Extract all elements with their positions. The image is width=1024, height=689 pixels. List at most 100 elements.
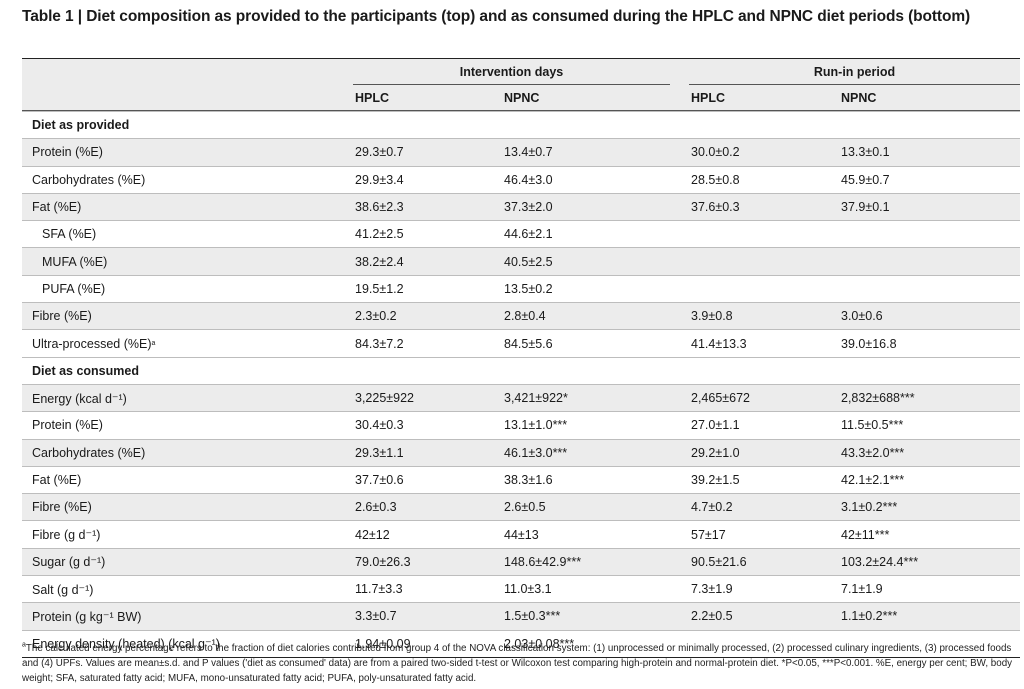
table-cell: 38.2±2.4 [355, 254, 404, 269]
row-label: Protein (%E) [32, 139, 103, 165]
row-label-text: Fibre (%E) [32, 500, 92, 515]
table-body: Diet as provided Protein (%E) 29.3±0.7 13.4… [22, 111, 1020, 658]
table-row: Sugar (g d⁻¹) 79.0±26.3 148.6±42.9*** 90.5±… [22, 547, 1020, 576]
row-label: Carbohydrates (%E) [32, 440, 145, 466]
row-label-text: Energy density (heated) (kcal g⁻¹) [32, 637, 220, 652]
table-cell: 13.5±0.2 [504, 281, 553, 296]
row-label-text: Energy (kcal d⁻¹) [32, 391, 127, 406]
table-cell: 3,421±922* [504, 391, 568, 406]
row-label: Fat (%E) [32, 467, 81, 493]
table-cell: 7.3±1.9 [691, 582, 733, 597]
footnote-marker: a [22, 641, 26, 649]
row-label-text: Fat (%E) [32, 473, 82, 487]
table-cell: 29.2±1.0 [691, 445, 740, 460]
row-label: Energy density (heated) (kcal g⁻¹) [32, 631, 220, 657]
row-label: Carbohydrates (%E) [32, 167, 145, 193]
table-row: Fat (%E) 37.7±0.6 38.3±1.6 39.2±1.5 42.1±2.1… [22, 465, 1020, 493]
footnote-text: The calculated energy percentage refers … [22, 643, 1013, 684]
group-header-intervention-days: Intervention days [459, 65, 564, 79]
section-label: Diet as consumed [32, 363, 139, 378]
table-cell: 4.7±0.2 [691, 500, 733, 515]
row-label: Salt (g d⁻¹) [32, 576, 93, 602]
table-row: MUFA (%E) 38.2±2.4 40.5±2.5 [22, 247, 1020, 275]
table-cell: 103.2±24.4*** [841, 554, 919, 569]
group-rule [353, 84, 670, 85]
column-header-hplc-intervention: HPLC [355, 90, 390, 105]
table-cell: 2.2±0.5 [691, 609, 733, 624]
table-row: Fat (%E) 38.6±2.3 37.3±2.0 37.6±0.3 37.9±0.1 [22, 192, 1020, 221]
row-label: MUFA (%E) [42, 248, 107, 274]
row-label: Fat (%E) [32, 194, 81, 220]
group-rule [689, 84, 1020, 85]
table-cell: 41.2±2.5 [355, 227, 404, 242]
table-cell: 79.0±26.3 [355, 554, 411, 569]
column-header-npnc-intervention: NPNC [504, 90, 540, 105]
row-label-text: Carbohydrates (%E) [32, 445, 146, 460]
table-cell: 3.1±0.2*** [841, 500, 898, 515]
section-header-row: Diet as consumed [22, 356, 1020, 384]
table-cell: 42.1±2.1*** [841, 473, 905, 487]
table-cell: 29.9±3.4 [355, 172, 404, 187]
row-label: Protein (g kg⁻¹ BW) [32, 603, 141, 629]
table-cell: 3.0±0.6 [841, 309, 883, 324]
row-label-text: Protein (%E) [32, 418, 103, 433]
table-cell: 2.03±0.08*** [504, 636, 575, 651]
row-label: Fibre (%E) [32, 494, 92, 520]
table-row: Fibre (%E) 2.3±0.2 2.8±0.4 3.9±0.8 3.0±0.6 [22, 302, 1020, 330]
table-cell: 44.6±2.1 [504, 227, 553, 242]
table-cell: 46.4±3.0 [504, 172, 553, 187]
table-cell: 43.3±2.0*** [841, 445, 905, 460]
table-cell: 13.4±0.7 [504, 145, 553, 160]
row-label-text: Fibre (%E) [32, 309, 92, 324]
row-label-text: Salt (g d⁻¹) [32, 582, 94, 597]
table-cell: 11.5±0.5*** [841, 418, 904, 433]
table-row: SFA (%E) 41.2±2.5 44.6±2.1 [22, 220, 1020, 247]
table-cell: 27.0±1.1 [691, 418, 740, 433]
table-footnote: aThe calculated energy percentage refers… [22, 641, 1018, 686]
table-row: Protein (%E) 29.3±0.7 13.4±0.7 30.0±0.2 13.3… [22, 138, 1020, 166]
table-cell: 45.9±0.7 [841, 172, 890, 187]
table-row: Protein (g kg⁻¹ BW) 3.3±0.7 1.5±0.3*** 2.2±… [22, 602, 1020, 630]
row-label-text: Fat (%E) [32, 200, 82, 215]
group-header-run-in-period: Run-in period [813, 65, 896, 79]
table-cell: 2,465±672 [691, 391, 750, 406]
table-cell: 1.94±0.09 [355, 636, 411, 651]
table-row: Protein (%E) 30.4±0.3 13.1±1.0*** 27.0±1.1 1… [22, 411, 1020, 438]
row-label-text: Protein (%E) [32, 145, 103, 160]
table-cell: 44±13 [504, 527, 539, 542]
table-cell: 57±17 [691, 527, 726, 542]
table-cell: 29.3±1.1 [355, 445, 404, 460]
row-label: Ultra-processed (%E) a [32, 336, 156, 351]
row-label: SFA (%E) [42, 221, 96, 247]
row-label-text: Protein (g kg⁻¹ BW) [32, 609, 142, 624]
row-label-text: Fibre (g d⁻¹) [32, 528, 101, 543]
table-cell: 37.6±0.3 [691, 200, 740, 215]
table-cell: 13.1±1.0*** [504, 418, 568, 433]
table-cell: 41.4±13.3 [691, 336, 747, 351]
row-label: Protein (%E) [32, 412, 103, 438]
section-header-row: Diet as provided [22, 111, 1020, 138]
row-label: Energy (kcal d⁻¹) [32, 385, 127, 411]
table-cell: 42±11*** [841, 527, 890, 542]
row-label: PUFA (%E) [42, 276, 105, 302]
table-cell: 30.0±0.2 [691, 145, 740, 160]
table-cell: 42±12 [355, 527, 390, 542]
table-cell: 2.6±0.5 [504, 500, 546, 515]
diet-composition-table: Intervention days Run-in period HPLC NPN… [22, 58, 1020, 658]
table-cell: 3.9±0.8 [691, 309, 733, 324]
column-header-npnc-run-in: NPNC [841, 90, 877, 105]
table-cell: 38.3±1.6 [504, 473, 553, 487]
row-label-text: Carbohydrates (%E) [32, 172, 146, 187]
table-row: Energy (kcal d⁻¹) 3,225±922 3,421±922* 2,46… [22, 383, 1020, 412]
table-cell: 38.6±2.3 [355, 200, 404, 215]
column-header-hplc-run-in: HPLC [691, 90, 726, 105]
table-cell: 90.5±21.6 [691, 554, 747, 569]
table-cell: 2,832±688*** [841, 391, 915, 406]
table-title: Table 1 | Diet composition as provided t… [22, 8, 971, 25]
table-cell: 11.0±3.1 [504, 582, 552, 597]
table-cell: 29.3±0.7 [355, 145, 404, 160]
table-cell: 3,225±922 [355, 391, 414, 406]
table-cell: 7.1±1.9 [841, 582, 883, 597]
table-cell: 3.3±0.7 [355, 609, 397, 624]
table-cell: 2.6±0.3 [355, 500, 397, 515]
